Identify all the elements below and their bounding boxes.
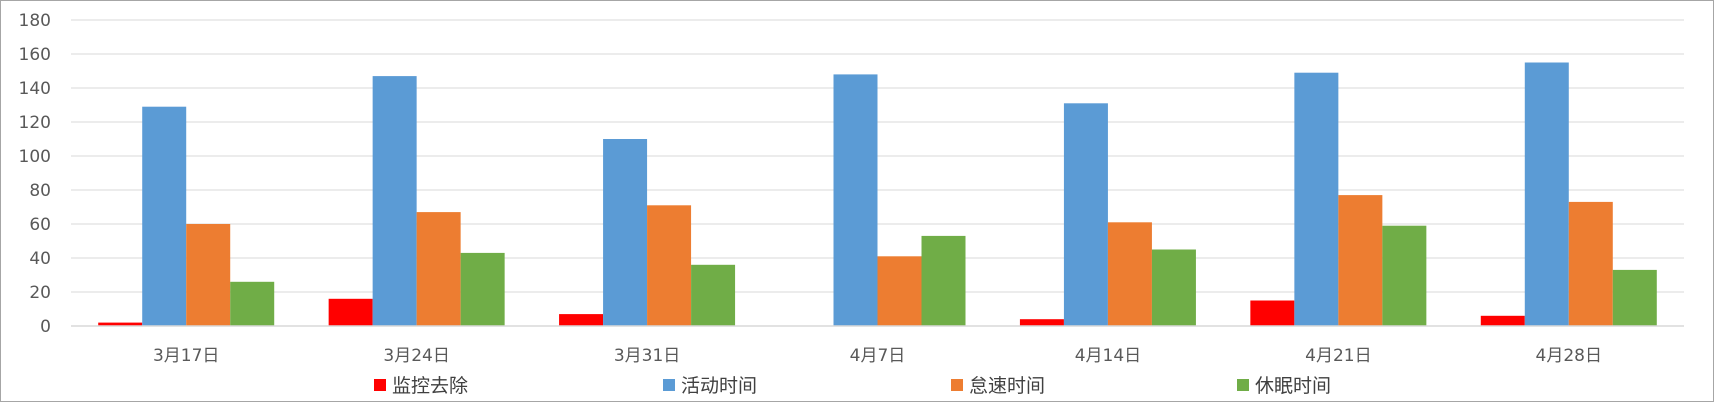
y-tick-label: 0 (40, 317, 51, 337)
y-tick-label: 120 (19, 113, 51, 133)
bar-3-0 (230, 281, 275, 326)
bar-0-1 (328, 298, 373, 326)
bar-1-4 (1063, 103, 1108, 326)
bars (98, 62, 1657, 327)
y-tick-label: 180 (19, 11, 51, 31)
y-tick-label: 60 (29, 215, 51, 235)
bar-2-2 (647, 205, 692, 326)
x-tick-label: 3月31日 (614, 346, 680, 366)
x-tick-label: 4月7日 (850, 346, 906, 366)
bar-0-4 (1019, 319, 1064, 326)
x-tick-label: 4月21日 (1305, 346, 1371, 366)
legend-swatch (1237, 379, 1249, 391)
y-axis-ticks: 0 20 40 60 80 100 120 140 160 180 (19, 11, 51, 337)
legend-label: 休眠时间 (1255, 375, 1331, 397)
bar-1-5 (1294, 72, 1339, 326)
bar-3-6 (1612, 269, 1657, 326)
bar-0-6 (1480, 315, 1525, 326)
x-tick-label: 3月24日 (383, 346, 449, 366)
bar-1-2 (603, 139, 648, 326)
bar-2-5 (1338, 195, 1383, 326)
bar-3-3 (921, 235, 966, 326)
bar-1-0 (142, 106, 187, 326)
bar-2-3 (877, 256, 922, 326)
legend-swatch (663, 379, 675, 391)
bar-2-4 (1107, 222, 1152, 326)
bar-3-1 (460, 252, 505, 326)
y-tick-label: 40 (29, 249, 51, 269)
bar-0-0 (98, 322, 143, 326)
bar-0-2 (559, 314, 604, 326)
legend-label: 活动时间 (681, 375, 757, 397)
x-tick-label: 4月14日 (1075, 346, 1141, 366)
x-axis-ticks: 3月17日 3月24日 3月31日 4月7日 4月14日 4月21日 4月28日 (153, 346, 1602, 366)
y-tick-label: 80 (29, 181, 51, 201)
legend-swatch (374, 379, 386, 391)
legend: 监控去除 活动时间 怠速时间 休眠时间 (374, 375, 1331, 397)
x-tick-label: 4月28日 (1536, 346, 1602, 366)
bar-0-5 (1250, 300, 1295, 326)
bar-1-1 (372, 76, 417, 326)
bar-3-2 (691, 264, 736, 326)
bar-2-0 (186, 224, 231, 326)
bar-2-1 (416, 212, 461, 326)
bar-3-5 (1382, 225, 1427, 326)
bar-3-4 (1151, 249, 1196, 326)
legend-label: 监控去除 (392, 375, 468, 397)
y-tick-label: 20 (29, 283, 51, 303)
y-tick-label: 140 (19, 79, 51, 99)
legend-swatch (951, 379, 963, 391)
y-tick-label: 160 (19, 45, 51, 65)
bar-1-3 (833, 74, 878, 327)
y-tick-label: 100 (19, 147, 51, 167)
x-tick-label: 3月17日 (153, 346, 219, 366)
bar-2-6 (1568, 201, 1613, 326)
bar-1-6 (1524, 62, 1569, 326)
legend-label: 怠速时间 (969, 375, 1045, 397)
